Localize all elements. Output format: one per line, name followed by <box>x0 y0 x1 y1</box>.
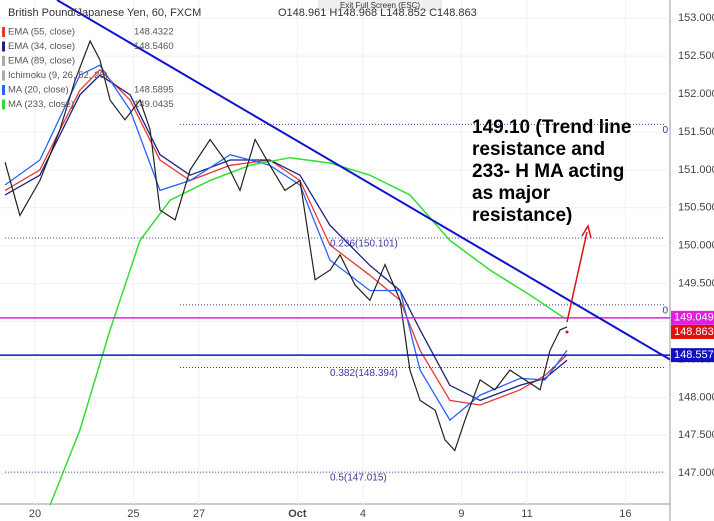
last-price-tag <box>671 324 714 339</box>
exit-button[interactable] <box>318 0 442 11</box>
legend-swatch <box>2 99 5 110</box>
plot <box>0 0 671 506</box>
exit-button-label[interactable]: Exit Full Screen (ESC) <box>340 1 420 10</box>
legend-value: 148.4322 <box>134 27 174 38</box>
price-tag <box>671 310 714 325</box>
legend-swatch <box>2 85 5 95</box>
x-tick-label: 9 <box>458 508 464 520</box>
legend-swatch <box>2 56 5 66</box>
x-tick-label: 25 <box>127 508 139 520</box>
arrow-head <box>581 224 592 239</box>
chart-header: British Pound/Japanese Yen, 60, FXCM <box>8 7 201 19</box>
y-tick-label: 153.000 <box>678 12 714 24</box>
indicator-line <box>4 74 568 402</box>
y-tick-label: 151.000 <box>678 164 714 176</box>
y-tick-label: 149.500 <box>678 278 714 290</box>
x-tick-label: Oct <box>288 508 307 520</box>
annotation: 149.10 (Trend line <box>472 117 631 138</box>
price-tag-label: 148.557 <box>674 349 714 361</box>
y-tick-label: 150.500 <box>678 202 714 214</box>
fib-label: 0 <box>662 306 668 317</box>
legend-value: 148.5460 <box>134 41 174 52</box>
legend-name: EMA (55, close) <box>8 27 75 38</box>
y-tick-label: 152.500 <box>678 50 714 62</box>
legend-name: Ichimoku (9, 26, 52, 26) <box>8 70 108 81</box>
trend-line <box>56 0 671 361</box>
legend-value: 148.5895 <box>134 85 174 96</box>
last-price-mark <box>565 330 569 334</box>
legend-swatch <box>2 27 5 37</box>
x-tick-label: 4 <box>360 508 366 520</box>
price-tag-label: 149.049 <box>674 312 714 324</box>
annotation: 233- H MA acting <box>472 161 624 182</box>
labels: 147.000147.500148.000148.500149.000149.5… <box>2 12 714 520</box>
indicator-line <box>4 64 568 422</box>
x-tick-label: 27 <box>193 508 205 520</box>
y-tick-label: 147.000 <box>678 467 714 479</box>
legend-swatch <box>2 70 5 81</box>
ohlc: O148.961 H148.968 L148.852 C148.863 <box>278 7 477 19</box>
y-tick-label: 150.000 <box>678 240 714 252</box>
price-tag <box>671 348 714 363</box>
indicator-line <box>49 156 566 506</box>
fib-label: 0.236(150.101) <box>330 239 398 250</box>
x-tick-label: 16 <box>619 508 631 520</box>
y-tick-label: 151.500 <box>678 126 714 138</box>
fib-label: 0 <box>662 125 668 136</box>
x-tick-label: 20 <box>29 508 41 520</box>
legend-swatch <box>2 41 5 52</box>
last-price-label: 148.863 <box>674 326 714 338</box>
legend-value: 149.0435 <box>134 99 174 110</box>
y-tick-label: 148.000 <box>678 391 714 403</box>
legend-name: EMA (34, close) <box>8 41 75 52</box>
x-tick-label: 11 <box>521 508 532 520</box>
fib-label: 0.5(147.015) <box>330 473 387 484</box>
price-line <box>4 39 568 452</box>
legend-name: MA (233, close) <box>8 99 74 110</box>
y-tick-label: 152.000 <box>678 88 714 100</box>
legend-name: EMA (89, close) <box>8 56 75 67</box>
fib-label: 0.382(148.394) <box>330 368 398 379</box>
annotation: resistance) <box>472 205 572 226</box>
annotation: resistance and <box>472 139 605 160</box>
arrow <box>566 231 588 323</box>
grid <box>0 0 670 504</box>
legend-name: MA (20, close) <box>8 85 69 96</box>
y-tick-label: 147.500 <box>678 429 714 441</box>
annotation: as major <box>472 183 551 204</box>
